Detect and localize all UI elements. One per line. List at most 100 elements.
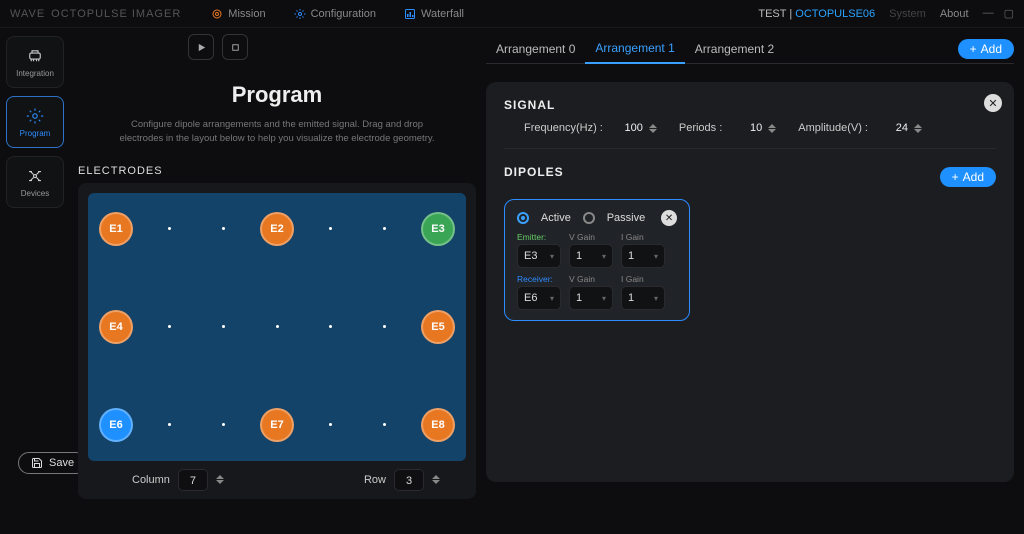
grid-dot[interactable] [222, 227, 225, 230]
dipoles-section-label: DIPOLES [504, 165, 564, 179]
chevron-down-icon[interactable] [914, 129, 922, 133]
system-link[interactable]: System [889, 8, 926, 20]
grid-dot[interactable] [222, 325, 225, 328]
brand-product: OCTOPULSE IMAGER [51, 8, 181, 20]
electrode-e7[interactable]: E7 [260, 408, 294, 442]
grid-dot[interactable] [168, 227, 171, 230]
amplitude-spinner[interactable] [914, 124, 922, 133]
minimize-icon[interactable]: — [983, 7, 994, 20]
column-value[interactable]: 7 [178, 469, 208, 491]
amplitude-field: Amplitude(V) : 24 [798, 122, 922, 134]
amplitude-value[interactable]: 24 [874, 122, 908, 134]
emitter-label: Emitter: [517, 232, 561, 242]
plus-icon: + [952, 170, 959, 184]
tab-arrangement-1[interactable]: Arrangement 1 [585, 35, 684, 64]
chevron-down-icon[interactable] [649, 129, 657, 133]
passive-label: Passive [607, 212, 646, 224]
chevron-up-icon[interactable] [432, 475, 440, 479]
frequency-spinner[interactable] [649, 124, 657, 133]
nav-waterfall[interactable]: Waterfall [404, 8, 464, 20]
close-arrangement-button[interactable]: ✕ [984, 94, 1002, 112]
row-spinner[interactable] [432, 475, 440, 484]
electrode-e5[interactable]: E5 [421, 310, 455, 344]
grid-dot[interactable] [276, 325, 279, 328]
electrode-board[interactable]: E1 E2 E3 E4 E5 E6 E7 E8 [88, 193, 466, 461]
receiver-electrode-select[interactable]: E6▾ [517, 286, 561, 310]
chevron-down-icon: ▾ [654, 252, 658, 261]
grid-dot[interactable] [383, 325, 386, 328]
chart-icon [404, 8, 416, 20]
save-button[interactable]: Save [18, 452, 87, 474]
arrangement-pane: Arrangement 0 Arrangement 1 Arrangement … [486, 34, 1014, 524]
stop-button[interactable] [222, 34, 248, 60]
nav-configuration[interactable]: Configuration [294, 8, 376, 20]
grid-dot[interactable] [383, 227, 386, 230]
play-button[interactable] [188, 34, 214, 60]
chevron-up-icon[interactable] [914, 124, 922, 128]
tab-arrangement-2[interactable]: Arrangement 2 [685, 34, 784, 63]
chevron-down-icon: ▾ [602, 252, 606, 261]
receiver-label: Receiver: [517, 274, 561, 284]
igain-label: I Gain [621, 232, 665, 242]
column-spinner[interactable] [216, 475, 224, 484]
electrode-e2[interactable]: E2 [260, 212, 294, 246]
sidebar-item-devices[interactable]: Devices [6, 156, 64, 208]
chevron-down-icon[interactable] [216, 480, 224, 484]
emitter-igain-select[interactable]: 1▾ [621, 244, 665, 268]
maximize-icon[interactable]: ▢ [1004, 7, 1014, 20]
receiver-vgain-select[interactable]: 1▾ [569, 286, 613, 310]
plus-icon: + [970, 42, 977, 56]
signal-row: Frequency(Hz) : 100 Periods : 10 Amplitu… [504, 122, 996, 149]
board-footer: Column 7 Row 3 [88, 469, 466, 491]
top-bar: WAVE OCTOPULSE IMAGER Mission Configurat… [0, 0, 1024, 28]
electrodes-label: ELECTRODES [78, 165, 476, 177]
periods-value[interactable]: 10 [728, 122, 762, 134]
grid-dot[interactable] [168, 423, 171, 426]
electrode-e6[interactable]: E6 [99, 408, 133, 442]
electrode-board-container: E1 E2 E3 E4 E5 E6 E7 E8 Column 7 Row 3 [78, 183, 476, 499]
sidebar-item-label: Devices [21, 189, 49, 198]
emitter-vgain-select[interactable]: 1▾ [569, 244, 613, 268]
receiver-row: Receiver: E6▾ V Gain 1▾ I Gain 1▾ [517, 274, 677, 310]
frequency-field: Frequency(Hz) : 100 [524, 122, 657, 134]
nav-mission[interactable]: Mission [211, 8, 265, 20]
grid-dot[interactable] [168, 325, 171, 328]
electrode-e1[interactable]: E1 [99, 212, 133, 246]
radio-passive[interactable] [583, 212, 595, 224]
nav-label: Mission [228, 8, 265, 20]
about-link[interactable]: About [940, 8, 969, 20]
add-dipole-button[interactable]: + Add [940, 167, 996, 187]
periods-field: Periods : 10 [679, 122, 776, 134]
sidebar-item-program[interactable]: Program [6, 96, 64, 148]
emitter-electrode-select[interactable]: E3▾ [517, 244, 561, 268]
electrode-e8[interactable]: E8 [421, 408, 455, 442]
grid-dot[interactable] [222, 423, 225, 426]
grid-dot[interactable] [329, 227, 332, 230]
sidebar-item-integration[interactable]: Integration [6, 36, 64, 88]
periods-spinner[interactable] [768, 124, 776, 133]
chevron-up-icon[interactable] [216, 475, 224, 479]
frequency-value[interactable]: 100 [609, 122, 643, 134]
electrode-e3[interactable]: E3 [421, 212, 455, 246]
chevron-down-icon[interactable] [768, 129, 776, 133]
brand-wave: WAVE [10, 8, 45, 20]
chevron-down-icon: ▾ [654, 294, 658, 303]
grid-dot[interactable] [383, 423, 386, 426]
signal-section-label: SIGNAL [504, 98, 996, 112]
add-label: Add [981, 42, 1002, 56]
add-arrangement-button[interactable]: + Add [958, 39, 1014, 59]
chevron-down-icon[interactable] [432, 480, 440, 484]
chevron-up-icon[interactable] [768, 124, 776, 128]
remove-dipole-button[interactable]: ✕ [661, 210, 677, 226]
receiver-igain-select[interactable]: 1▾ [621, 286, 665, 310]
grid-dot[interactable] [329, 325, 332, 328]
row-value[interactable]: 3 [394, 469, 424, 491]
chevron-up-icon[interactable] [649, 124, 657, 128]
tab-arrangement-0[interactable]: Arrangement 0 [486, 34, 585, 63]
electrode-e4[interactable]: E4 [99, 310, 133, 344]
radio-active[interactable] [517, 212, 529, 224]
play-icon [196, 42, 207, 53]
emitter-row: Emitter: E3▾ V Gain 1▾ I Gain 1▾ [517, 232, 677, 268]
column-field: Column 7 [132, 469, 224, 491]
grid-dot[interactable] [329, 423, 332, 426]
